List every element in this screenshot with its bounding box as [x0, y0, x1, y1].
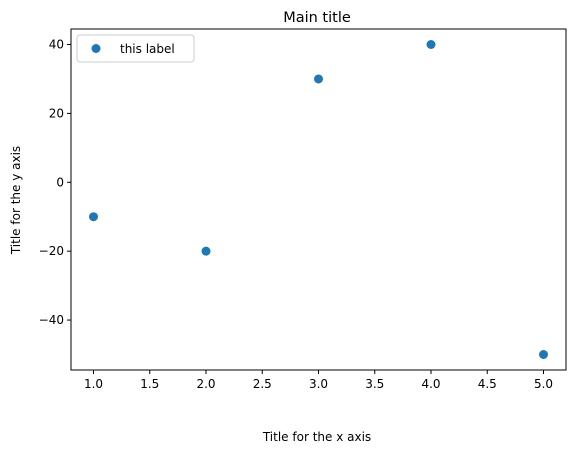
x-tick-label: 2.5: [253, 377, 272, 391]
chart-title: Main title: [283, 10, 351, 26]
x-tick-label: 5.0: [534, 377, 553, 391]
x-tick-label: 4.5: [478, 377, 497, 391]
y-axis: −40 −20 0 20 40: [39, 38, 71, 327]
x-axis: 1.0 1.5 2.0 2.5 3.0 3.5 4.0 4.5 5.0: [84, 370, 553, 391]
data-points: [89, 40, 548, 359]
x-tick-label: 3.5: [365, 377, 384, 391]
legend-label: this label: [120, 42, 175, 56]
y-axis-title: Title for the y axis: [9, 146, 23, 255]
legend-box: [76, 34, 195, 63]
x-tick-label: 3.0: [309, 377, 328, 391]
y-tick-label: −40: [39, 313, 64, 327]
plot-area-frame: [70, 28, 567, 371]
y-tick-label: 20: [49, 106, 64, 120]
y-tick-label: −20: [39, 244, 64, 258]
x-tick-label: 2.0: [196, 377, 215, 391]
y-tick-label: 40: [49, 38, 64, 52]
x-tick-label: 1.0: [84, 377, 103, 391]
data-point: [539, 350, 548, 359]
data-point: [201, 246, 211, 256]
x-axis-title: Title for the x axis: [262, 430, 371, 444]
data-point: [89, 212, 98, 222]
x-tick-label: 1.5: [140, 377, 159, 391]
legend-marker: [91, 44, 101, 53]
x-tick-label: 4.0: [421, 377, 440, 391]
data-point: [314, 74, 323, 84]
y-tick-label: 0: [56, 175, 64, 189]
legend: this label: [76, 34, 195, 63]
data-point: [426, 40, 436, 49]
